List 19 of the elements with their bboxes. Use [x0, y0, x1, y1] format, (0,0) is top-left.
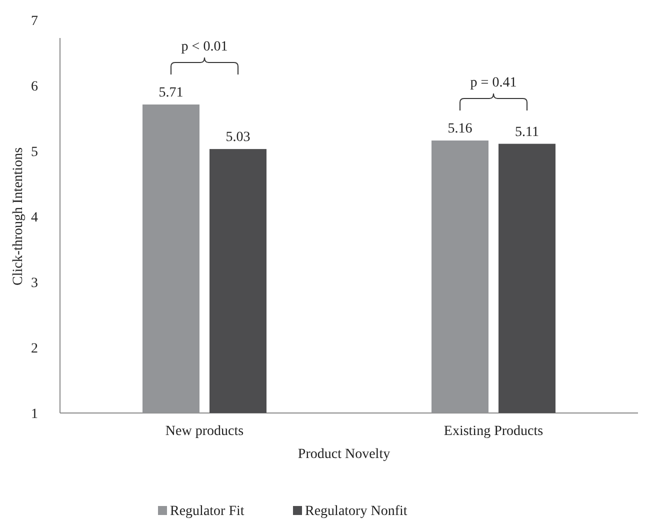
y-tick-label: 2 — [31, 341, 38, 356]
annotation: p = 0.41 — [470, 76, 517, 91]
legend-label: Regulator Fit — [170, 504, 244, 519]
y-tick-label: 1 — [31, 406, 38, 422]
y-tick-label: 6 — [31, 79, 38, 94]
data-label: 5.16 — [448, 122, 472, 137]
y-tick-label: 4 — [31, 210, 38, 226]
data-label: 5.03 — [226, 130, 250, 146]
y-tick-label: 3 — [31, 276, 38, 291]
x-tick-label: Existing Products — [444, 424, 544, 439]
data-label: 5.11 — [515, 124, 539, 140]
y-axis-title: Click-through Intentions — [11, 147, 26, 286]
x-axis-title: Product Novelty — [298, 447, 390, 462]
y-tick-label: 5 — [31, 144, 38, 160]
y-tick-label: 7 — [31, 14, 38, 29]
data-label: 5.71 — [158, 85, 184, 100]
annotation: p < 0.01 — [181, 39, 228, 54]
x-tick-label: New products — [165, 424, 244, 439]
legend-label: Regulatory Nonfit — [305, 504, 408, 519]
